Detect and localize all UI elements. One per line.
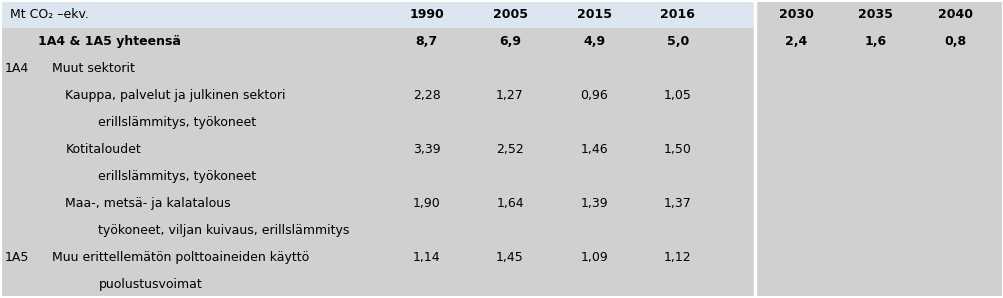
Text: 2,4: 2,4 (784, 35, 806, 48)
Text: 2015: 2015 (577, 7, 611, 21)
Text: 1A4 & 1A5 yhteensä: 1A4 & 1A5 yhteensä (38, 35, 181, 48)
Text: 1,64: 1,64 (495, 197, 524, 210)
Text: 2035: 2035 (858, 7, 892, 21)
Text: 1,50: 1,50 (663, 143, 691, 156)
Text: 2,28: 2,28 (412, 89, 440, 102)
Text: Mt CO₂ –ekv.: Mt CO₂ –ekv. (10, 7, 89, 21)
Text: 2016: 2016 (660, 7, 694, 21)
Text: 1,27: 1,27 (495, 89, 524, 102)
Text: puolustusvoimat: puolustusvoimat (98, 278, 202, 291)
Text: työkoneet, viljan kuivaus, erillslämmitys: työkoneet, viljan kuivaus, erillslämmity… (98, 224, 349, 237)
Text: 1,09: 1,09 (580, 251, 608, 264)
Text: Muut sektorit: Muut sektorit (52, 62, 135, 75)
Text: 1,12: 1,12 (663, 251, 691, 264)
Text: 1,39: 1,39 (580, 197, 608, 210)
Text: 1,46: 1,46 (580, 143, 608, 156)
Text: 1,37: 1,37 (663, 197, 691, 210)
Text: Kauppa, palvelut ja julkinen sektori: Kauppa, palvelut ja julkinen sektori (65, 89, 286, 102)
Text: 0,96: 0,96 (580, 89, 608, 102)
Text: 1,14: 1,14 (412, 251, 440, 264)
Text: Muu erittellemätön polttoaineiden käyttö: Muu erittellemätön polttoaineiden käyttö (52, 251, 309, 264)
Text: 5,0: 5,0 (666, 35, 688, 48)
Text: 1,6: 1,6 (864, 35, 886, 48)
Text: 3,39: 3,39 (412, 143, 440, 156)
Text: 2,52: 2,52 (495, 143, 524, 156)
Text: 8,7: 8,7 (415, 35, 437, 48)
Text: 1A4: 1A4 (5, 62, 29, 75)
Text: erillslämmitys, työkoneet: erillslämmitys, työkoneet (98, 116, 256, 129)
Text: 2005: 2005 (492, 7, 527, 21)
Text: Maa-, metsä- ja kalatalous: Maa-, metsä- ja kalatalous (65, 197, 231, 210)
Text: 6,9: 6,9 (498, 35, 521, 48)
Text: 2030: 2030 (778, 7, 812, 21)
Text: Kotitaloudet: Kotitaloudet (65, 143, 140, 156)
Text: 0,8: 0,8 (944, 35, 966, 48)
Text: 1,90: 1,90 (412, 197, 440, 210)
Text: erillslämmitys, työkoneet: erillslämmitys, työkoneet (98, 170, 256, 183)
Text: 2040: 2040 (938, 7, 972, 21)
Text: 1990: 1990 (409, 7, 443, 21)
Text: 1A5: 1A5 (5, 251, 29, 264)
Text: 4,9: 4,9 (583, 35, 605, 48)
Bar (0, 0, 754, 28)
Text: 1,45: 1,45 (495, 251, 524, 264)
Text: 1,05: 1,05 (663, 89, 691, 102)
